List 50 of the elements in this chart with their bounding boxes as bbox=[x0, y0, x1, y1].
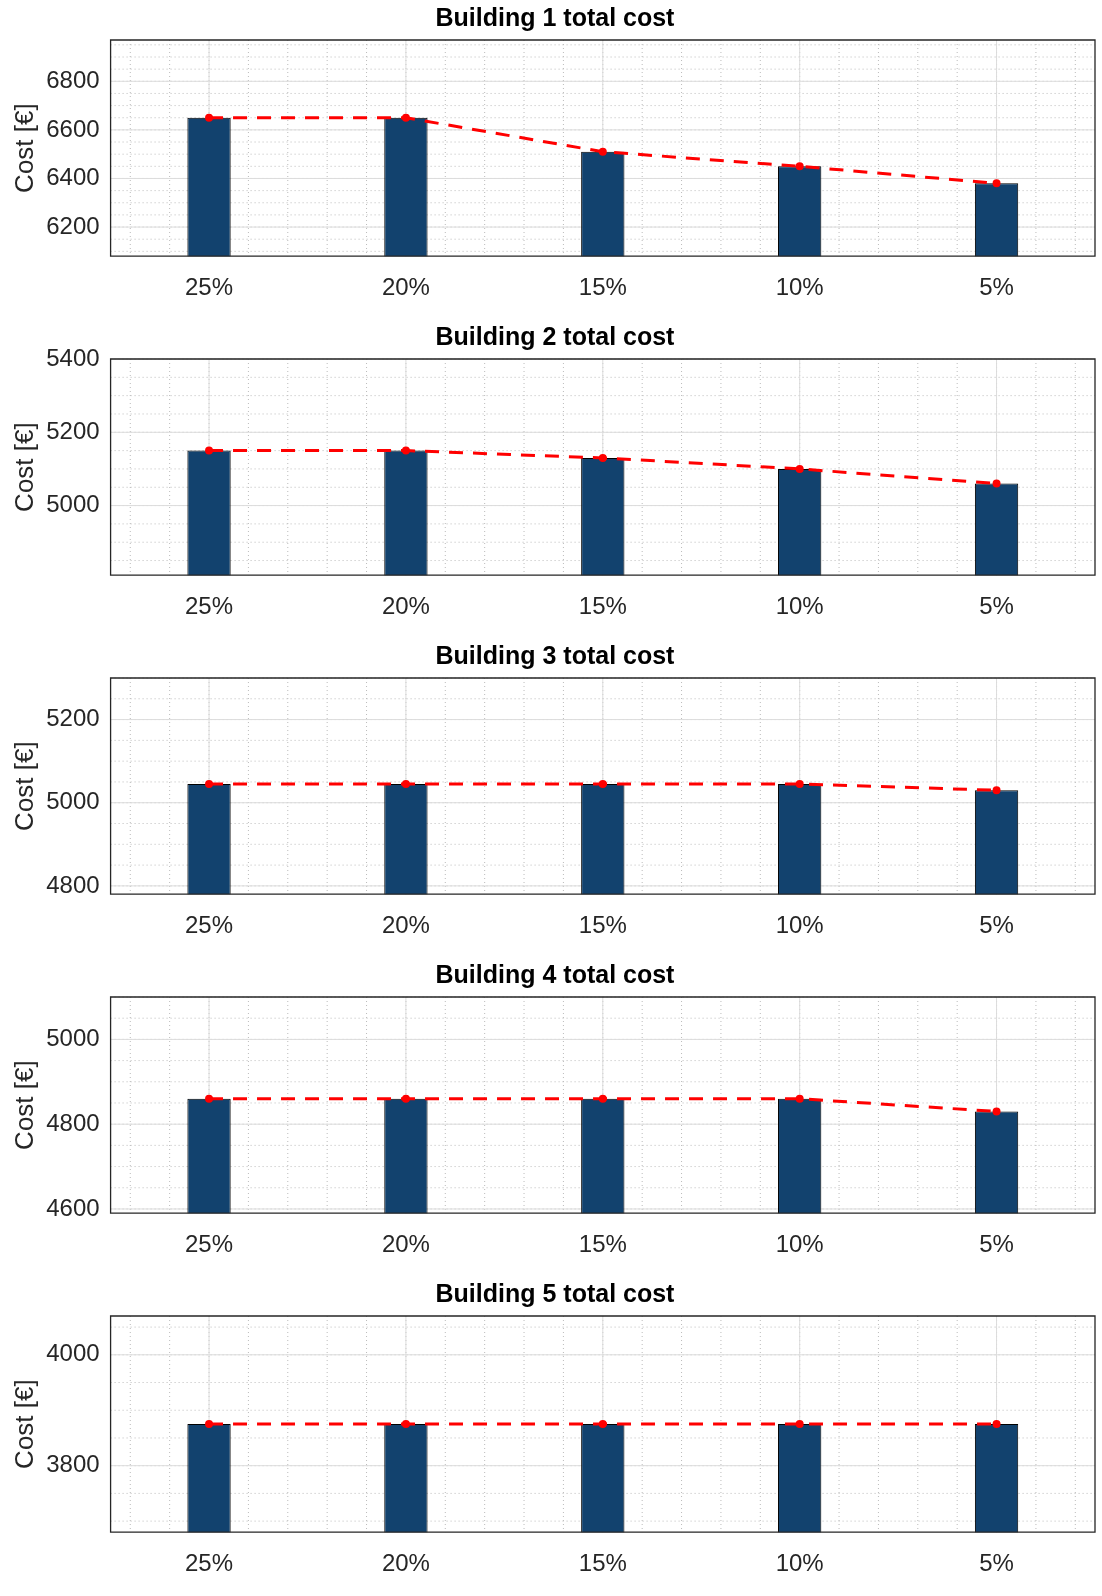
x-tick-label: 10% bbox=[775, 1230, 824, 1258]
y-tick-label: 5000 bbox=[46, 787, 100, 815]
x-tick-label: 25% bbox=[185, 1230, 234, 1258]
x-tick-label: 10% bbox=[775, 1549, 824, 1577]
x-tick-label: 15% bbox=[578, 273, 627, 301]
x-tick-label: 20% bbox=[381, 592, 430, 620]
chart-title: Building 2 total cost bbox=[435, 321, 676, 350]
y-tick-label: 4600 bbox=[46, 1193, 100, 1221]
y-tick-label: 6800 bbox=[46, 65, 100, 93]
y-tick-label: 5400 bbox=[46, 343, 100, 371]
x-tick-label: 25% bbox=[185, 592, 234, 620]
x-tick-label: 15% bbox=[578, 1230, 627, 1258]
x-tick-label: 5% bbox=[979, 911, 1014, 939]
x-tick-label: 15% bbox=[578, 911, 627, 939]
x-tick-label: 5% bbox=[979, 1549, 1014, 1577]
x-tick-label: 25% bbox=[185, 273, 234, 301]
y-axis-title: Cost [€] bbox=[8, 741, 39, 831]
y-tick-label: 5000 bbox=[46, 490, 100, 518]
y-tick-label: 5200 bbox=[46, 704, 100, 732]
y-axis-title: Cost [€] bbox=[8, 422, 39, 512]
chart-title: Building 5 total cost bbox=[435, 1278, 676, 1307]
chart-title: Building 4 total cost bbox=[435, 959, 676, 988]
y-tick-label: 6400 bbox=[46, 163, 100, 191]
y-tick-label: 5000 bbox=[46, 1024, 100, 1052]
y-tick-label: 4800 bbox=[46, 1108, 100, 1136]
x-tick-label: 5% bbox=[979, 273, 1014, 301]
x-tick-label: 10% bbox=[775, 592, 824, 620]
x-tick-label: 20% bbox=[381, 273, 430, 301]
y-tick-label: 3800 bbox=[46, 1450, 100, 1478]
y-axis-title: Cost [€] bbox=[8, 1379, 39, 1469]
x-tick-label: 25% bbox=[185, 1549, 234, 1577]
x-tick-label: 10% bbox=[775, 911, 824, 939]
x-tick-label: 20% bbox=[381, 911, 430, 939]
x-tick-label: 20% bbox=[381, 1230, 430, 1258]
x-tick-label: 15% bbox=[578, 1549, 627, 1577]
x-tick-label: 15% bbox=[578, 592, 627, 620]
chart-title: Building 1 total cost bbox=[435, 2, 676, 31]
x-tick-label: 20% bbox=[381, 1549, 430, 1577]
y-tick-label: 4800 bbox=[46, 870, 100, 898]
x-tick-label: 25% bbox=[185, 911, 234, 939]
y-tick-label: 5200 bbox=[46, 416, 100, 444]
y-tick-label: 4000 bbox=[46, 1339, 100, 1367]
y-axis-title: Cost [€] bbox=[8, 1060, 39, 1150]
y-axis-title: Cost [€] bbox=[8, 103, 39, 193]
chart-title: Building 3 total cost bbox=[435, 640, 676, 669]
y-tick-label: 6200 bbox=[46, 211, 100, 239]
y-tick-label: 6600 bbox=[46, 114, 100, 142]
x-tick-label: 5% bbox=[979, 592, 1014, 620]
x-tick-label: 10% bbox=[775, 273, 824, 301]
x-tick-label: 5% bbox=[979, 1230, 1014, 1258]
